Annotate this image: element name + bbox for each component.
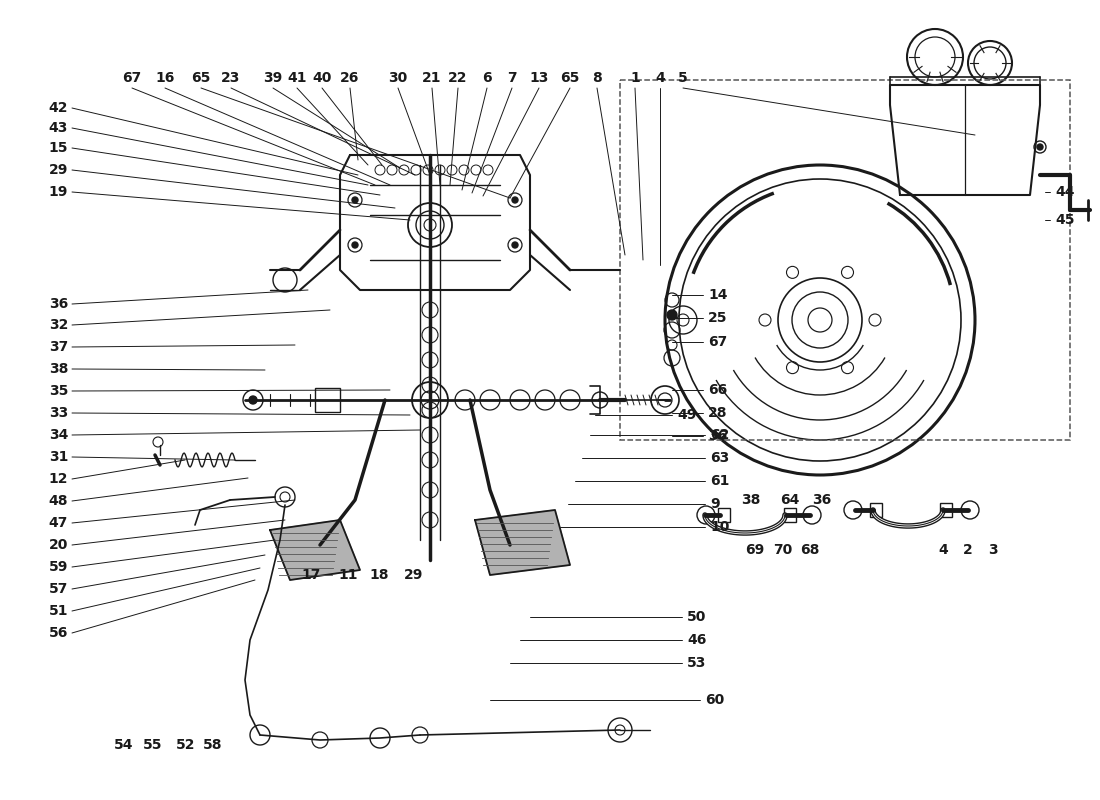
Text: 19: 19	[48, 185, 68, 199]
Text: 11: 11	[339, 568, 358, 582]
Text: 57: 57	[48, 582, 68, 596]
Text: 22: 22	[449, 71, 468, 85]
Text: 18: 18	[370, 568, 388, 582]
Text: 64: 64	[780, 493, 800, 507]
Text: 17: 17	[301, 568, 321, 582]
Text: 10: 10	[710, 520, 729, 534]
Text: 6: 6	[482, 71, 492, 85]
Text: 1: 1	[630, 71, 640, 85]
Text: 41: 41	[287, 71, 307, 85]
Text: 60: 60	[705, 693, 724, 707]
Text: 35: 35	[48, 384, 68, 398]
Text: 16: 16	[155, 71, 175, 85]
Text: 28: 28	[708, 406, 727, 420]
Text: 65: 65	[191, 71, 211, 85]
Text: 52: 52	[176, 738, 196, 752]
Text: 55: 55	[143, 738, 163, 752]
Text: 5: 5	[678, 71, 688, 85]
Text: 53: 53	[688, 656, 706, 670]
Text: 30: 30	[388, 71, 408, 85]
Text: 56: 56	[48, 626, 68, 640]
Text: 29: 29	[48, 163, 68, 177]
Text: 29: 29	[405, 568, 424, 582]
Circle shape	[512, 242, 518, 248]
Text: 32: 32	[48, 318, 68, 332]
Circle shape	[667, 310, 676, 320]
Text: 51: 51	[48, 604, 68, 618]
Text: 3: 3	[988, 543, 998, 557]
Text: 31: 31	[48, 450, 68, 464]
Text: 20: 20	[48, 538, 68, 552]
Text: 68: 68	[801, 543, 820, 557]
Text: 43: 43	[48, 121, 68, 135]
Text: 62: 62	[710, 428, 729, 442]
Text: 67: 67	[122, 71, 142, 85]
Text: 40: 40	[312, 71, 332, 85]
Text: 2: 2	[964, 543, 972, 557]
Text: 36: 36	[708, 429, 727, 443]
Text: 4: 4	[938, 543, 948, 557]
Text: 39: 39	[263, 71, 283, 85]
Text: 26: 26	[340, 71, 360, 85]
Text: 13: 13	[529, 71, 549, 85]
Bar	[620, 80, 1070, 440]
Text: 66: 66	[708, 383, 727, 397]
Text: 70: 70	[773, 543, 793, 557]
Circle shape	[512, 197, 518, 203]
Text: 37: 37	[48, 340, 68, 354]
Text: 23: 23	[221, 71, 241, 85]
Text: 36: 36	[48, 297, 68, 311]
Text: 15: 15	[48, 141, 68, 155]
Text: 7: 7	[507, 71, 517, 85]
Text: 45: 45	[1055, 213, 1075, 227]
Text: 4: 4	[656, 71, 664, 85]
Text: 54: 54	[114, 738, 134, 752]
Polygon shape	[270, 520, 360, 580]
Circle shape	[352, 197, 358, 203]
Text: 63: 63	[710, 451, 729, 465]
Text: 50: 50	[688, 610, 706, 624]
Text: 48: 48	[48, 494, 68, 508]
Bar	[718, 508, 730, 522]
Circle shape	[1037, 144, 1043, 150]
Text: 14: 14	[708, 288, 727, 302]
Circle shape	[249, 396, 257, 404]
Text: 34: 34	[48, 428, 68, 442]
Text: 8: 8	[592, 71, 602, 85]
Text: 58: 58	[204, 738, 222, 752]
Text: 33: 33	[48, 406, 68, 420]
Text: 38: 38	[741, 493, 761, 507]
Text: 36: 36	[813, 493, 832, 507]
Text: 67: 67	[708, 335, 727, 349]
Polygon shape	[475, 510, 570, 575]
Text: 25: 25	[708, 311, 727, 325]
Text: 12: 12	[48, 472, 68, 486]
Text: 49: 49	[676, 408, 696, 422]
Bar	[870, 503, 882, 517]
Text: 69: 69	[746, 543, 764, 557]
Bar	[315, 388, 340, 412]
Text: 9: 9	[710, 497, 719, 511]
Bar	[784, 508, 796, 522]
Text: 65: 65	[560, 71, 580, 85]
Text: 42: 42	[48, 101, 68, 115]
Circle shape	[352, 242, 358, 248]
Text: 44: 44	[1055, 185, 1075, 199]
Text: 21: 21	[422, 71, 442, 85]
Text: 59: 59	[48, 560, 68, 574]
Bar	[940, 503, 952, 517]
Text: 47: 47	[48, 516, 68, 530]
Text: 38: 38	[48, 362, 68, 376]
Text: 61: 61	[710, 474, 729, 488]
Text: 46: 46	[688, 633, 706, 647]
